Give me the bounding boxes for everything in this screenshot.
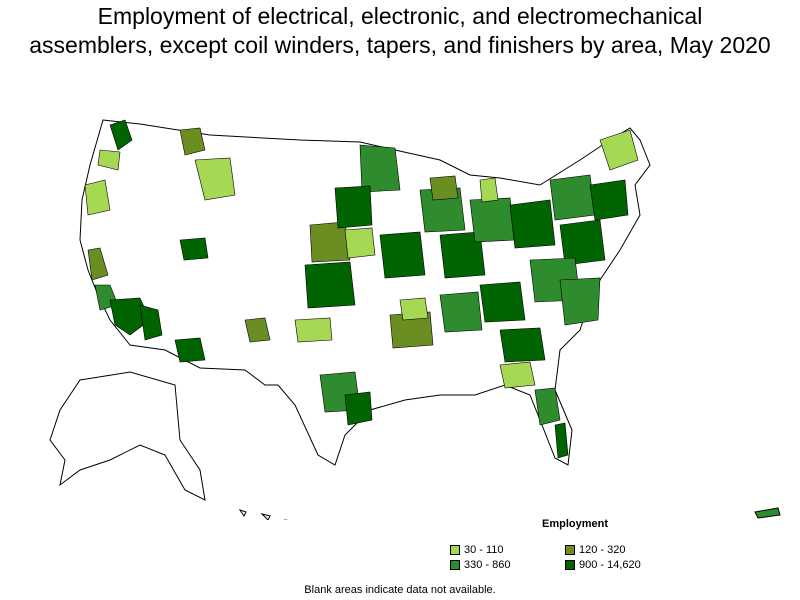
area-patch [139,304,163,341]
area-patch [429,175,459,201]
area-patch [439,231,486,279]
area-patch [534,387,561,426]
area-patch [344,227,376,259]
area-patch [294,317,333,343]
area-patch [469,197,516,243]
legend-swatch [565,545,575,555]
area-patch [179,127,206,156]
area-patch [399,297,429,321]
area-patch [87,247,109,281]
area-patch [559,277,601,326]
area-patches [84,119,639,459]
legend-label: 330 - 860 [464,559,511,571]
legend-swatch [565,560,575,570]
area-patch [559,219,606,266]
area-patch [244,317,271,343]
area-patch [599,129,639,171]
legend-item: 900 - 14,620 [565,559,685,571]
alaska-outline [49,371,206,501]
us-map [49,119,781,520]
legend-label: 900 - 14,620 [579,559,641,571]
area-patch [479,281,526,323]
area-patch [589,179,629,221]
legend-swatch [450,560,460,570]
legend-swatch [450,545,460,555]
area-patch [334,185,373,229]
area-patch [194,157,236,201]
area-patch [439,291,483,333]
area-patch [179,237,209,261]
legend-label: 120 - 320 [579,544,626,556]
title-line-2: assemblers, except coil winders, tapers,… [29,32,771,58]
hawaii-islands [238,509,289,520]
blank-areas-note: Blank areas indicate data not available. [304,584,496,596]
area-patch [304,261,356,309]
map-legend: Employment 30 - 110 120 - 320 330 - 860 … [450,518,690,571]
area-patch [97,149,121,171]
legend-grid: 30 - 110 120 - 320 330 - 860 900 - 14,62… [450,544,690,571]
area-patch [109,119,133,151]
area-patch [379,231,426,279]
area-patch [499,361,536,389]
area-patch [344,391,373,426]
area-patch [479,177,499,203]
legend-title: Employment [541,518,608,530]
area-patch [84,179,111,216]
area-patch [554,422,569,459]
area-patch [174,337,206,363]
legend-item: 330 - 860 [450,559,565,571]
area-patch [499,327,546,363]
area-patch [309,221,351,263]
map-title: Employment of electrical, electronic, an… [0,2,800,60]
area-patch [359,144,401,193]
area-patch [509,199,556,249]
area-patch [109,297,151,336]
legend-label: 30 - 110 [464,544,504,556]
legend-item: 120 - 320 [565,544,685,556]
title-line-1: Employment of electrical, electronic, an… [97,3,703,29]
area-patch [549,174,596,221]
legend-item: 30 - 110 [450,544,565,556]
puerto-rico [754,507,781,519]
